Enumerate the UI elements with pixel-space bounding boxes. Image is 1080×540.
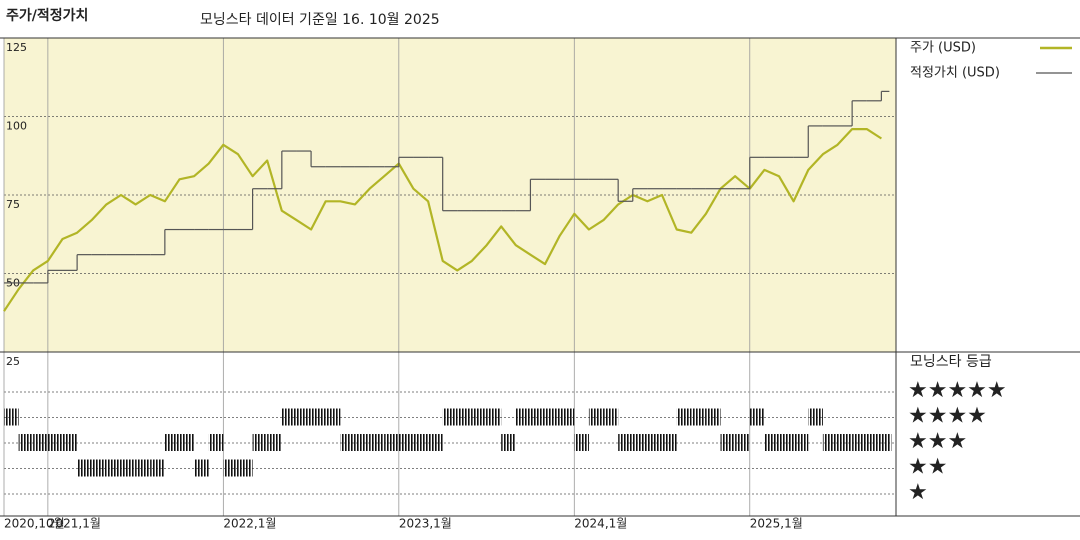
rating-block bbox=[705, 408, 721, 426]
rating-block bbox=[384, 434, 399, 451]
x-tick-label: 2020,10월 bbox=[4, 517, 65, 531]
rating-block bbox=[530, 408, 546, 426]
rating-block bbox=[354, 434, 370, 451]
rating-block bbox=[618, 434, 633, 451]
rating-block bbox=[603, 408, 619, 426]
rating-block bbox=[428, 434, 443, 451]
rating-block bbox=[398, 434, 414, 451]
chart-subtitle: 모닝스타 데이터 기준일 16. 10월 2025 bbox=[200, 12, 440, 28]
rating-title: 모닝스타 등급 bbox=[910, 354, 992, 370]
rating-block bbox=[77, 459, 92, 477]
rating-label: ★★★ bbox=[908, 429, 967, 454]
price-line bbox=[3, 128, 882, 312]
rating-label: ★★★★★ bbox=[908, 378, 1007, 403]
rating-label: ★★★★ bbox=[908, 404, 987, 429]
y-tick-label: 100 bbox=[6, 120, 27, 133]
legend-label: 주가 (USD) bbox=[910, 41, 976, 56]
rating-block bbox=[135, 459, 151, 477]
rating-block bbox=[223, 459, 238, 477]
rating-block bbox=[457, 408, 472, 426]
rating-block bbox=[179, 434, 195, 451]
rating-block bbox=[62, 434, 78, 451]
rating-block bbox=[18, 434, 34, 451]
rating-block bbox=[296, 408, 312, 426]
rating-block bbox=[837, 434, 853, 451]
rating-block bbox=[267, 434, 282, 451]
x-tick-label: 2022,1월 bbox=[223, 517, 276, 531]
rating-block bbox=[164, 434, 180, 451]
rating-block bbox=[808, 408, 823, 426]
rating-block bbox=[33, 434, 48, 451]
rating-block bbox=[852, 434, 867, 451]
x-tick-label: 2021,1월 bbox=[48, 517, 101, 531]
rating-block bbox=[749, 408, 765, 426]
rating-block bbox=[662, 434, 677, 451]
rating-block bbox=[194, 459, 209, 477]
rating-block bbox=[574, 434, 589, 451]
x-tick-label: 2025,1월 bbox=[750, 517, 803, 531]
rating-block bbox=[120, 459, 136, 477]
rating-block bbox=[4, 408, 19, 426]
rating-block bbox=[779, 434, 794, 451]
legend-label: 적정가치 (USD) bbox=[910, 66, 1000, 81]
rating-block bbox=[501, 434, 516, 451]
x-tick-label: 2024,1월 bbox=[574, 517, 627, 531]
rating-label: ★★ bbox=[908, 455, 947, 480]
rating-block bbox=[471, 408, 487, 426]
rating-block bbox=[311, 408, 326, 426]
rating-block bbox=[252, 434, 268, 451]
rating-block bbox=[515, 408, 531, 426]
rating-block bbox=[47, 434, 63, 451]
rating-block bbox=[822, 434, 838, 451]
rating-block bbox=[91, 459, 107, 477]
rating-block bbox=[647, 434, 663, 451]
rating-block bbox=[632, 434, 648, 451]
y-tick-label: 125 bbox=[6, 41, 27, 54]
rating-block bbox=[588, 408, 604, 426]
rating-block bbox=[735, 434, 750, 451]
rating-block bbox=[793, 434, 809, 451]
rating-block bbox=[720, 434, 736, 451]
rating-block bbox=[237, 459, 253, 477]
rating-block bbox=[881, 434, 892, 451]
rating-block bbox=[325, 408, 341, 426]
rating-block bbox=[340, 434, 355, 451]
rating-block bbox=[691, 408, 706, 426]
chart-title: 주가/적정가치 bbox=[6, 7, 88, 24]
rating-block bbox=[486, 408, 502, 426]
y-tick-label: 25 bbox=[6, 355, 20, 368]
y-tick-label: 75 bbox=[6, 198, 20, 211]
rating-label: ★ bbox=[908, 480, 928, 505]
rating-block bbox=[442, 408, 458, 426]
rating-block bbox=[866, 434, 882, 451]
rating-block bbox=[106, 459, 121, 477]
x-tick-label: 2023,1월 bbox=[399, 517, 452, 531]
rating-block bbox=[369, 434, 385, 451]
rating-block bbox=[545, 408, 560, 426]
rating-block bbox=[764, 434, 780, 451]
rating-block bbox=[208, 434, 224, 451]
rating-block bbox=[559, 408, 575, 426]
rating-block bbox=[413, 434, 429, 451]
rating-block bbox=[281, 408, 297, 426]
rating-block bbox=[150, 459, 165, 477]
rating-block bbox=[676, 408, 692, 426]
